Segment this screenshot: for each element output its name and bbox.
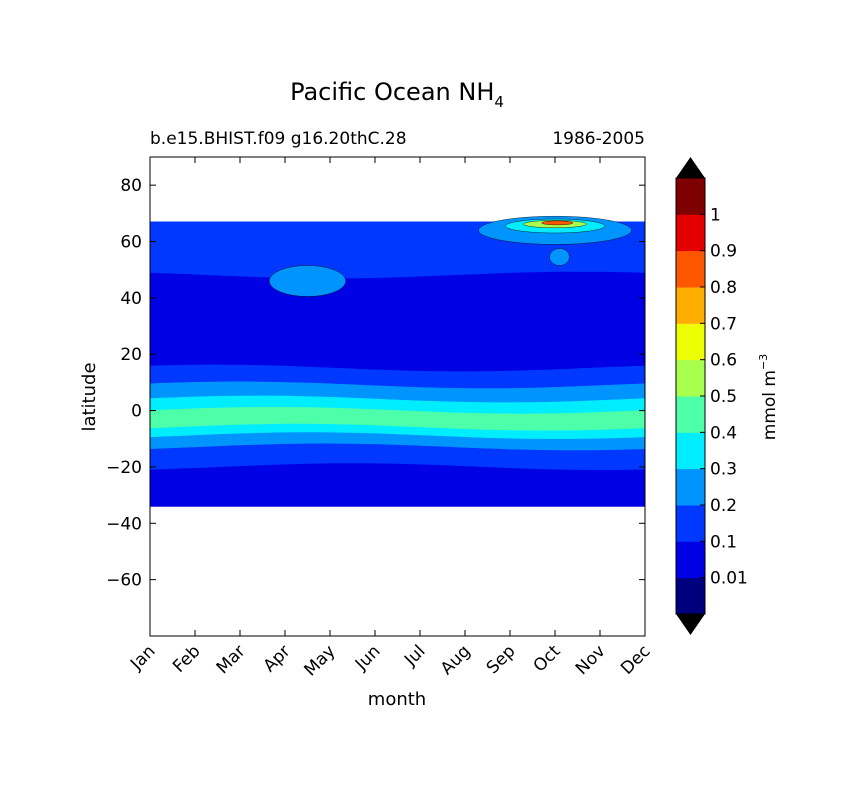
colorbar-tick-label: 0.1 [710,532,737,552]
y-tick-label: −40 [106,514,142,534]
plot-frame [149,156,646,637]
y-tick-label: 20 [120,345,142,365]
colorbar-segment [676,468,705,506]
feature-patch-apr-40N [269,265,347,297]
colorbar-tick-label: 0.9 [710,242,737,262]
x-tick-label: Dec [617,641,654,678]
colorbar-tick-label: 0.2 [710,496,737,516]
colorbar-segment [676,541,705,579]
x-tick-label: Jan [126,641,159,674]
colorbar-tick-label: 0.6 [710,351,737,371]
y-tick-label: 40 [120,289,142,309]
chart-title: Pacific Ocean NH4 [290,78,504,111]
contour-features [269,215,632,297]
colorbar-segment [676,250,705,288]
x-tick-label: May [301,641,340,680]
x-tick-label: Mar [213,641,250,678]
colorbar-segment [676,214,705,252]
feature-patch-oct-55N [549,248,570,266]
colorbar-segment [676,323,705,361]
x-tick-label: Nov [572,641,610,679]
colorbar-segment [676,577,705,615]
feature-arctic-oct-peak [541,220,574,226]
chart-subtitle-right: 1986-2005 [552,129,645,149]
colorbar-tick-label: 0.3 [710,460,737,480]
y-tick-label: −20 [106,458,142,478]
x-tick-label: Aug [437,641,475,679]
y-tick-label: 80 [120,176,142,196]
colorbar-segment [676,432,705,470]
x-tick-label: Feb [169,641,204,676]
colorbar: 0.01 0.1 0.2 0.3 0.4 0.5 0.6 0.7 0.8 0.9 1 [675,157,748,635]
x-tick-label: Jun [351,641,385,675]
colorbar-extend-under [676,614,705,635]
colorbar-tick-label: 0.4 [710,423,737,443]
colorbar-label-exponent: −3 [757,354,770,370]
colorbar-segment [676,359,705,397]
colorbar-segment [676,396,705,433]
colorbar-tick-label: 0.8 [710,278,737,298]
x-tick-label: Jul [400,641,429,670]
contour-bands [149,221,646,507]
x-tick-label: Sep [483,641,520,678]
y-axis-label: latitude [79,362,100,431]
y-axis: 80 60 40 20 0 −20 −40 −60 [106,176,645,591]
y-tick-label: −60 [106,571,142,591]
colorbar-tick-label: 0.7 [710,314,737,334]
y-tick-label: 60 [120,233,142,253]
colorbar-tick-label: 0.5 [710,387,737,407]
colorbar-label: mmol m−3 [757,354,780,440]
x-tick-label: Apr [260,641,295,676]
chart-subtitle-left: b.e15.BHIST.f09 g16.20thC.28 [150,129,407,149]
contour-band-1 [149,271,646,333]
colorbar-segment [676,178,705,215]
colorbar-tick-label: 0.01 [710,569,748,589]
colorbar-extend-over [676,157,705,178]
colorbar-segment [676,505,705,542]
colorbar-tick-label: 1 [710,205,721,225]
colorbar-segment [676,287,705,324]
x-axis-label: month [368,689,426,710]
chart-title-text: Pacific Ocean NH [290,78,494,106]
y-tick-label: 0 [131,402,142,422]
chart-title-subscript: 4 [494,93,504,111]
contour-band-10 [149,463,646,507]
colorbar-label-text: mmol m [760,370,780,440]
x-tick-label: Oct [530,641,565,676]
